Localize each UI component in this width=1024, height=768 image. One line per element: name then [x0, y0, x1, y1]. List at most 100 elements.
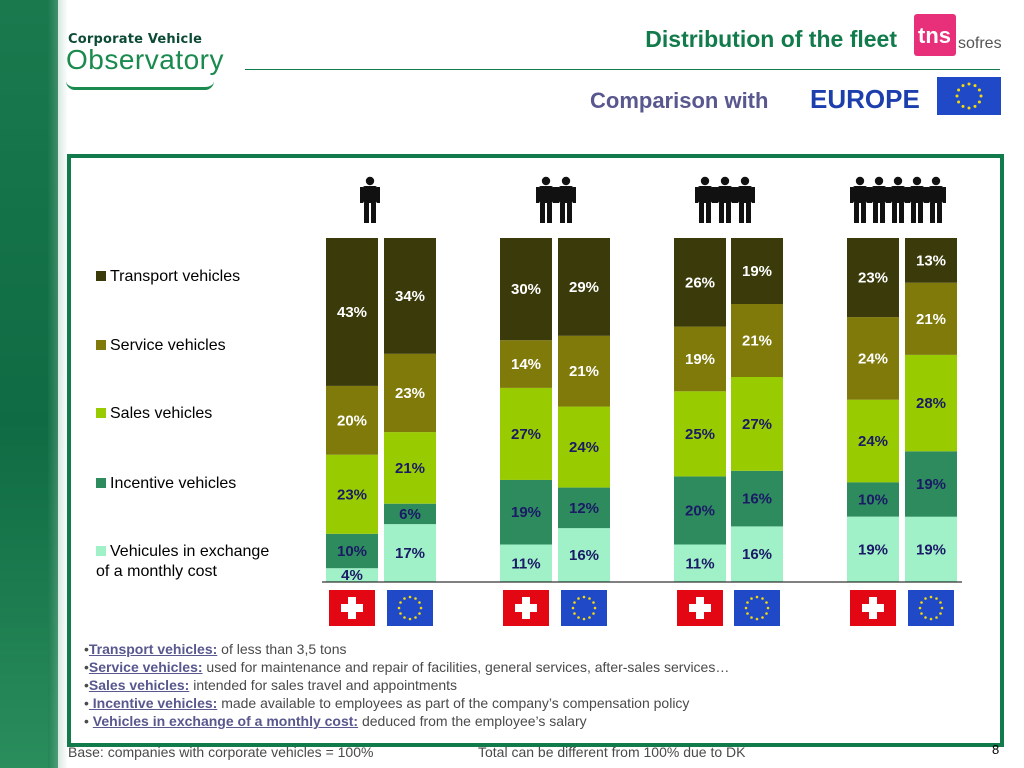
logo-line2: Observatory	[66, 44, 224, 75]
legend-swatch-transport	[96, 270, 106, 281]
logo-swoosh	[66, 81, 214, 90]
value-label-service-1: 20%	[337, 412, 367, 429]
value-label-service-7: 24%	[858, 350, 888, 367]
value-label-transport-3: 30%	[511, 281, 541, 298]
comparison-label: Comparison with	[590, 88, 769, 113]
note-text: deduced from the employee’s salary	[358, 713, 587, 729]
title-divider	[245, 69, 1000, 70]
bar-service-5	[674, 326, 726, 392]
note-bullet: •	[84, 695, 89, 711]
bar-incentive-8	[905, 451, 957, 517]
note-term: Transport vehicles:	[88, 641, 218, 657]
person-icon	[735, 176, 755, 223]
value-label-incentive-8: 19%	[916, 476, 946, 493]
bar-transport-8	[905, 238, 957, 283]
person-icon	[715, 176, 735, 223]
value-label-exchange-3: 11%	[511, 555, 540, 572]
value-label-exchange-5: 11%	[685, 555, 714, 572]
bar-exchange-5	[674, 544, 726, 582]
chart-panel	[67, 154, 1004, 747]
value-label-sales-4: 24%	[569, 439, 599, 456]
left-decorative-bar	[0, 0, 68, 768]
bar-transport-4	[558, 238, 610, 336]
note-text: intended for sales travel and appointmen…	[189, 677, 458, 693]
bar-service-8	[905, 282, 957, 355]
note-bullet: •	[84, 713, 93, 729]
bar-exchange-4	[558, 528, 610, 582]
bar-exchange-2	[384, 524, 436, 582]
bar-incentive-7	[847, 482, 899, 517]
logo-line1: Corporate Vehicle	[68, 32, 203, 47]
value-label-exchange-1: 4%	[341, 567, 363, 584]
eu-flag-icon	[734, 590, 780, 626]
bar-transport-1	[326, 238, 378, 386]
value-label-service-3: 14%	[511, 356, 541, 373]
value-label-incentive-5: 20%	[685, 503, 715, 520]
note-term: Vehicles in exchange of a monthly cost:	[92, 713, 359, 729]
page-title: Distribution of the fleet	[645, 26, 897, 52]
bar-sales-1	[326, 454, 378, 534]
note-line: • Incentive vehicles: made available to …	[84, 694, 729, 712]
note-text: made available to employees as part of t…	[217, 695, 690, 711]
value-label-service-6: 21%	[742, 333, 772, 350]
bar-exchange-3	[500, 544, 552, 582]
swiss-flag-icon	[677, 590, 723, 626]
value-label-incentive-7: 10%	[858, 491, 888, 508]
bar-incentive-4	[558, 487, 610, 529]
legend-item-service: Service vehicles	[96, 336, 226, 356]
bar-service-4	[558, 335, 610, 407]
eu-flag-icon	[908, 590, 954, 626]
value-label-sales-1: 23%	[337, 486, 367, 503]
bar-sales-6	[731, 377, 783, 471]
value-label-incentive-6: 16%	[742, 491, 772, 508]
bar-transport-5	[674, 238, 726, 327]
value-label-sales-3: 27%	[511, 426, 541, 443]
bar-incentive-3	[500, 479, 552, 545]
note-text: used for maintenance and repair of facil…	[202, 659, 730, 675]
person-icon	[850, 176, 870, 223]
page-number: 8	[992, 742, 1000, 757]
person-icon	[360, 176, 380, 223]
bar-sales-5	[674, 391, 726, 477]
bar-transport-2	[384, 238, 436, 354]
corporate-vehicle-observatory-logo: Corporate Vehicle Observatory	[62, 28, 224, 90]
legend-swatch-service	[96, 339, 106, 350]
note-term: Sales vehicles:	[88, 677, 190, 693]
person-icon	[926, 176, 946, 223]
note-bullet: •	[84, 677, 89, 693]
note-term: Incentive vehicles:	[88, 695, 218, 711]
person-icon	[536, 176, 556, 223]
bar-sales-8	[905, 355, 957, 452]
value-label-exchange-8: 19%	[916, 541, 946, 558]
bar-service-6	[731, 304, 783, 377]
value-label-transport-8: 13%	[916, 252, 946, 269]
bar-transport-7	[847, 238, 899, 318]
bar-incentive-1	[326, 533, 378, 569]
value-label-service-2: 23%	[395, 385, 425, 402]
legend-swatch-incentive	[96, 477, 106, 488]
swiss-flag-icon	[329, 590, 375, 626]
value-label-incentive-1: 10%	[337, 543, 367, 560]
value-label-sales-6: 27%	[742, 416, 772, 433]
bar-incentive-5	[674, 476, 726, 545]
bar-transport-6	[731, 238, 783, 304]
value-label-sales-5: 25%	[685, 426, 715, 443]
bar-sales-4	[558, 406, 610, 488]
tns-sofres-logo: tns sofres	[914, 14, 1002, 58]
value-label-sales-2: 21%	[395, 460, 425, 477]
swiss-flag-icon	[850, 590, 896, 626]
swiss-flag-icon	[503, 590, 549, 626]
legend-item-transport: Transport vehicles	[96, 267, 240, 287]
eu-flag-icon	[387, 590, 433, 626]
value-label-sales-7: 24%	[858, 433, 888, 450]
legend-label-service: Service vehicles	[110, 337, 226, 354]
value-label-service-4: 21%	[569, 363, 599, 380]
base-note: Base: companies with corporate vehicles …	[68, 744, 374, 760]
value-label-service-8: 21%	[916, 311, 946, 328]
legend-label-transport: Transport vehicles	[110, 268, 241, 285]
bar-sales-7	[847, 399, 899, 483]
legend-swatch-sales	[96, 407, 106, 418]
bar-exchange-8	[905, 516, 957, 582]
person-icon	[695, 176, 715, 223]
